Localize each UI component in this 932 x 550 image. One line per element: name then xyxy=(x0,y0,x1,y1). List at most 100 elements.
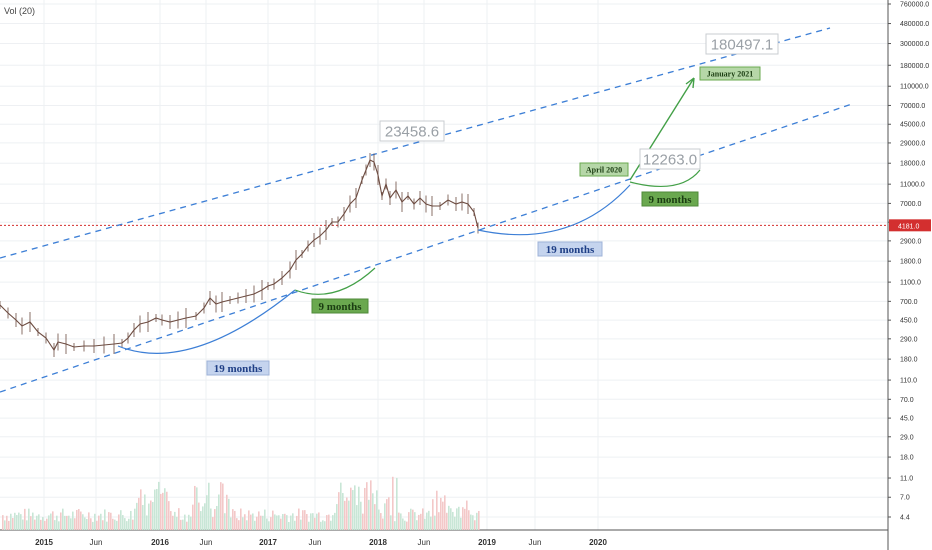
label-19-months-first-text: 19 months xyxy=(214,363,263,375)
price-tick-label: 180.0 xyxy=(900,357,918,364)
price-tick-label: 300000.0 xyxy=(900,41,929,48)
volume-bar xyxy=(382,518,384,530)
volume-bar xyxy=(156,488,158,530)
price-tick-label: 290.0 xyxy=(900,336,918,343)
volume-bar xyxy=(106,521,108,530)
volume-bar xyxy=(176,516,178,530)
peak-value-label: 23458.6 xyxy=(379,120,445,142)
volume-bar xyxy=(376,490,378,530)
volume-bar xyxy=(132,519,134,530)
volume-bar xyxy=(116,520,118,530)
volume-bar xyxy=(96,520,98,530)
volume-bar xyxy=(472,515,474,530)
volume-bar xyxy=(346,497,348,530)
time-tick-label: Jun xyxy=(418,538,431,547)
price-axis: 760000.0 480000.0 300000.0 180000.0 110000.0… xyxy=(888,2,929,522)
current-price-label: 4181.0 xyxy=(898,223,920,230)
price-tick-label: 180000.0 xyxy=(900,63,929,70)
volume-bar xyxy=(74,518,76,530)
volume-bar xyxy=(220,482,222,530)
volume-bar xyxy=(48,515,50,530)
volume-bar xyxy=(370,480,372,530)
volume-bar xyxy=(264,509,266,530)
volume-bar xyxy=(414,512,416,530)
volume-bar xyxy=(170,511,172,530)
volume-bar xyxy=(32,512,34,530)
volume-bar xyxy=(64,515,66,530)
volume-bar xyxy=(70,518,72,530)
volume-bar xyxy=(316,513,318,530)
volume-bar xyxy=(194,485,196,530)
volume-bar xyxy=(90,518,92,530)
volume-bar xyxy=(236,518,238,530)
volume-bar xyxy=(18,512,20,530)
volume-bar xyxy=(368,499,370,530)
volume-bar xyxy=(448,505,450,530)
volume-bar xyxy=(328,514,330,530)
volume-bar xyxy=(210,508,212,530)
price-tick-label: 70.0 xyxy=(900,397,914,404)
volume-bar xyxy=(356,505,358,530)
volume-bar xyxy=(326,515,328,530)
volume-bar xyxy=(438,512,440,530)
volume-bar xyxy=(6,515,8,530)
lower-trendline xyxy=(0,103,853,393)
volume-bar xyxy=(284,513,286,530)
volume-bar xyxy=(296,515,298,530)
volume-bar xyxy=(172,515,174,530)
price-tick-label: 11000.0 xyxy=(900,182,925,189)
volume-bar xyxy=(460,517,462,530)
volume-bar xyxy=(336,504,338,530)
volume-bar xyxy=(104,509,106,530)
volume-bars xyxy=(2,476,480,530)
volume-bar xyxy=(234,510,236,530)
volume-bar xyxy=(20,514,22,530)
volume-bar xyxy=(396,477,398,530)
volume-bar xyxy=(86,518,88,530)
volume-bar xyxy=(372,493,374,530)
volume-bar xyxy=(466,500,468,530)
volume-bar xyxy=(94,513,96,530)
volume-bar xyxy=(146,515,148,530)
volume-bar xyxy=(400,513,402,530)
volume-bar xyxy=(138,497,140,530)
volume-bar xyxy=(130,510,132,530)
green-arc-9-months-1 xyxy=(294,267,376,295)
volume-bar xyxy=(218,494,220,530)
price-tick-label: 7000.0 xyxy=(900,201,922,208)
volume-bar xyxy=(4,520,6,530)
volume-bar xyxy=(230,517,232,530)
volume-bar xyxy=(390,515,392,530)
current-price-badge xyxy=(889,219,931,232)
price-tick-label: 29.0 xyxy=(900,434,914,441)
time-tick-label: 2019 xyxy=(478,538,496,547)
volume-bar xyxy=(88,512,90,530)
volume-bar xyxy=(164,488,166,530)
volume-bar xyxy=(42,517,44,530)
volume-bar xyxy=(362,513,364,530)
label-19-months-second-text: 19 months xyxy=(546,244,595,256)
price-tick-label: 45000.0 xyxy=(900,122,925,129)
volume-bar xyxy=(320,521,322,530)
volume-bar xyxy=(122,515,124,530)
volume-bar xyxy=(456,508,458,530)
volume-bar xyxy=(290,515,292,530)
price-tick-label: 110.0 xyxy=(900,378,917,385)
volume-indicator-label[interactable]: Vol (20) xyxy=(4,6,36,16)
volume-bar xyxy=(278,515,280,530)
volume-bar xyxy=(282,514,284,530)
volume-bar xyxy=(60,512,62,530)
volume-bar xyxy=(118,514,120,530)
volume-bar xyxy=(306,514,308,530)
mid-target-value-label: 12263.0 xyxy=(639,148,701,170)
volume-bar xyxy=(26,520,28,530)
volume-bar xyxy=(100,513,102,530)
volume-bar xyxy=(134,508,136,530)
price-tick-label: 480000.0 xyxy=(900,21,929,28)
volume-bar xyxy=(38,514,40,530)
price-tick-label: 45.0 xyxy=(900,416,914,423)
volume-bar xyxy=(380,513,382,530)
time-tick-label: Jun xyxy=(529,538,542,547)
